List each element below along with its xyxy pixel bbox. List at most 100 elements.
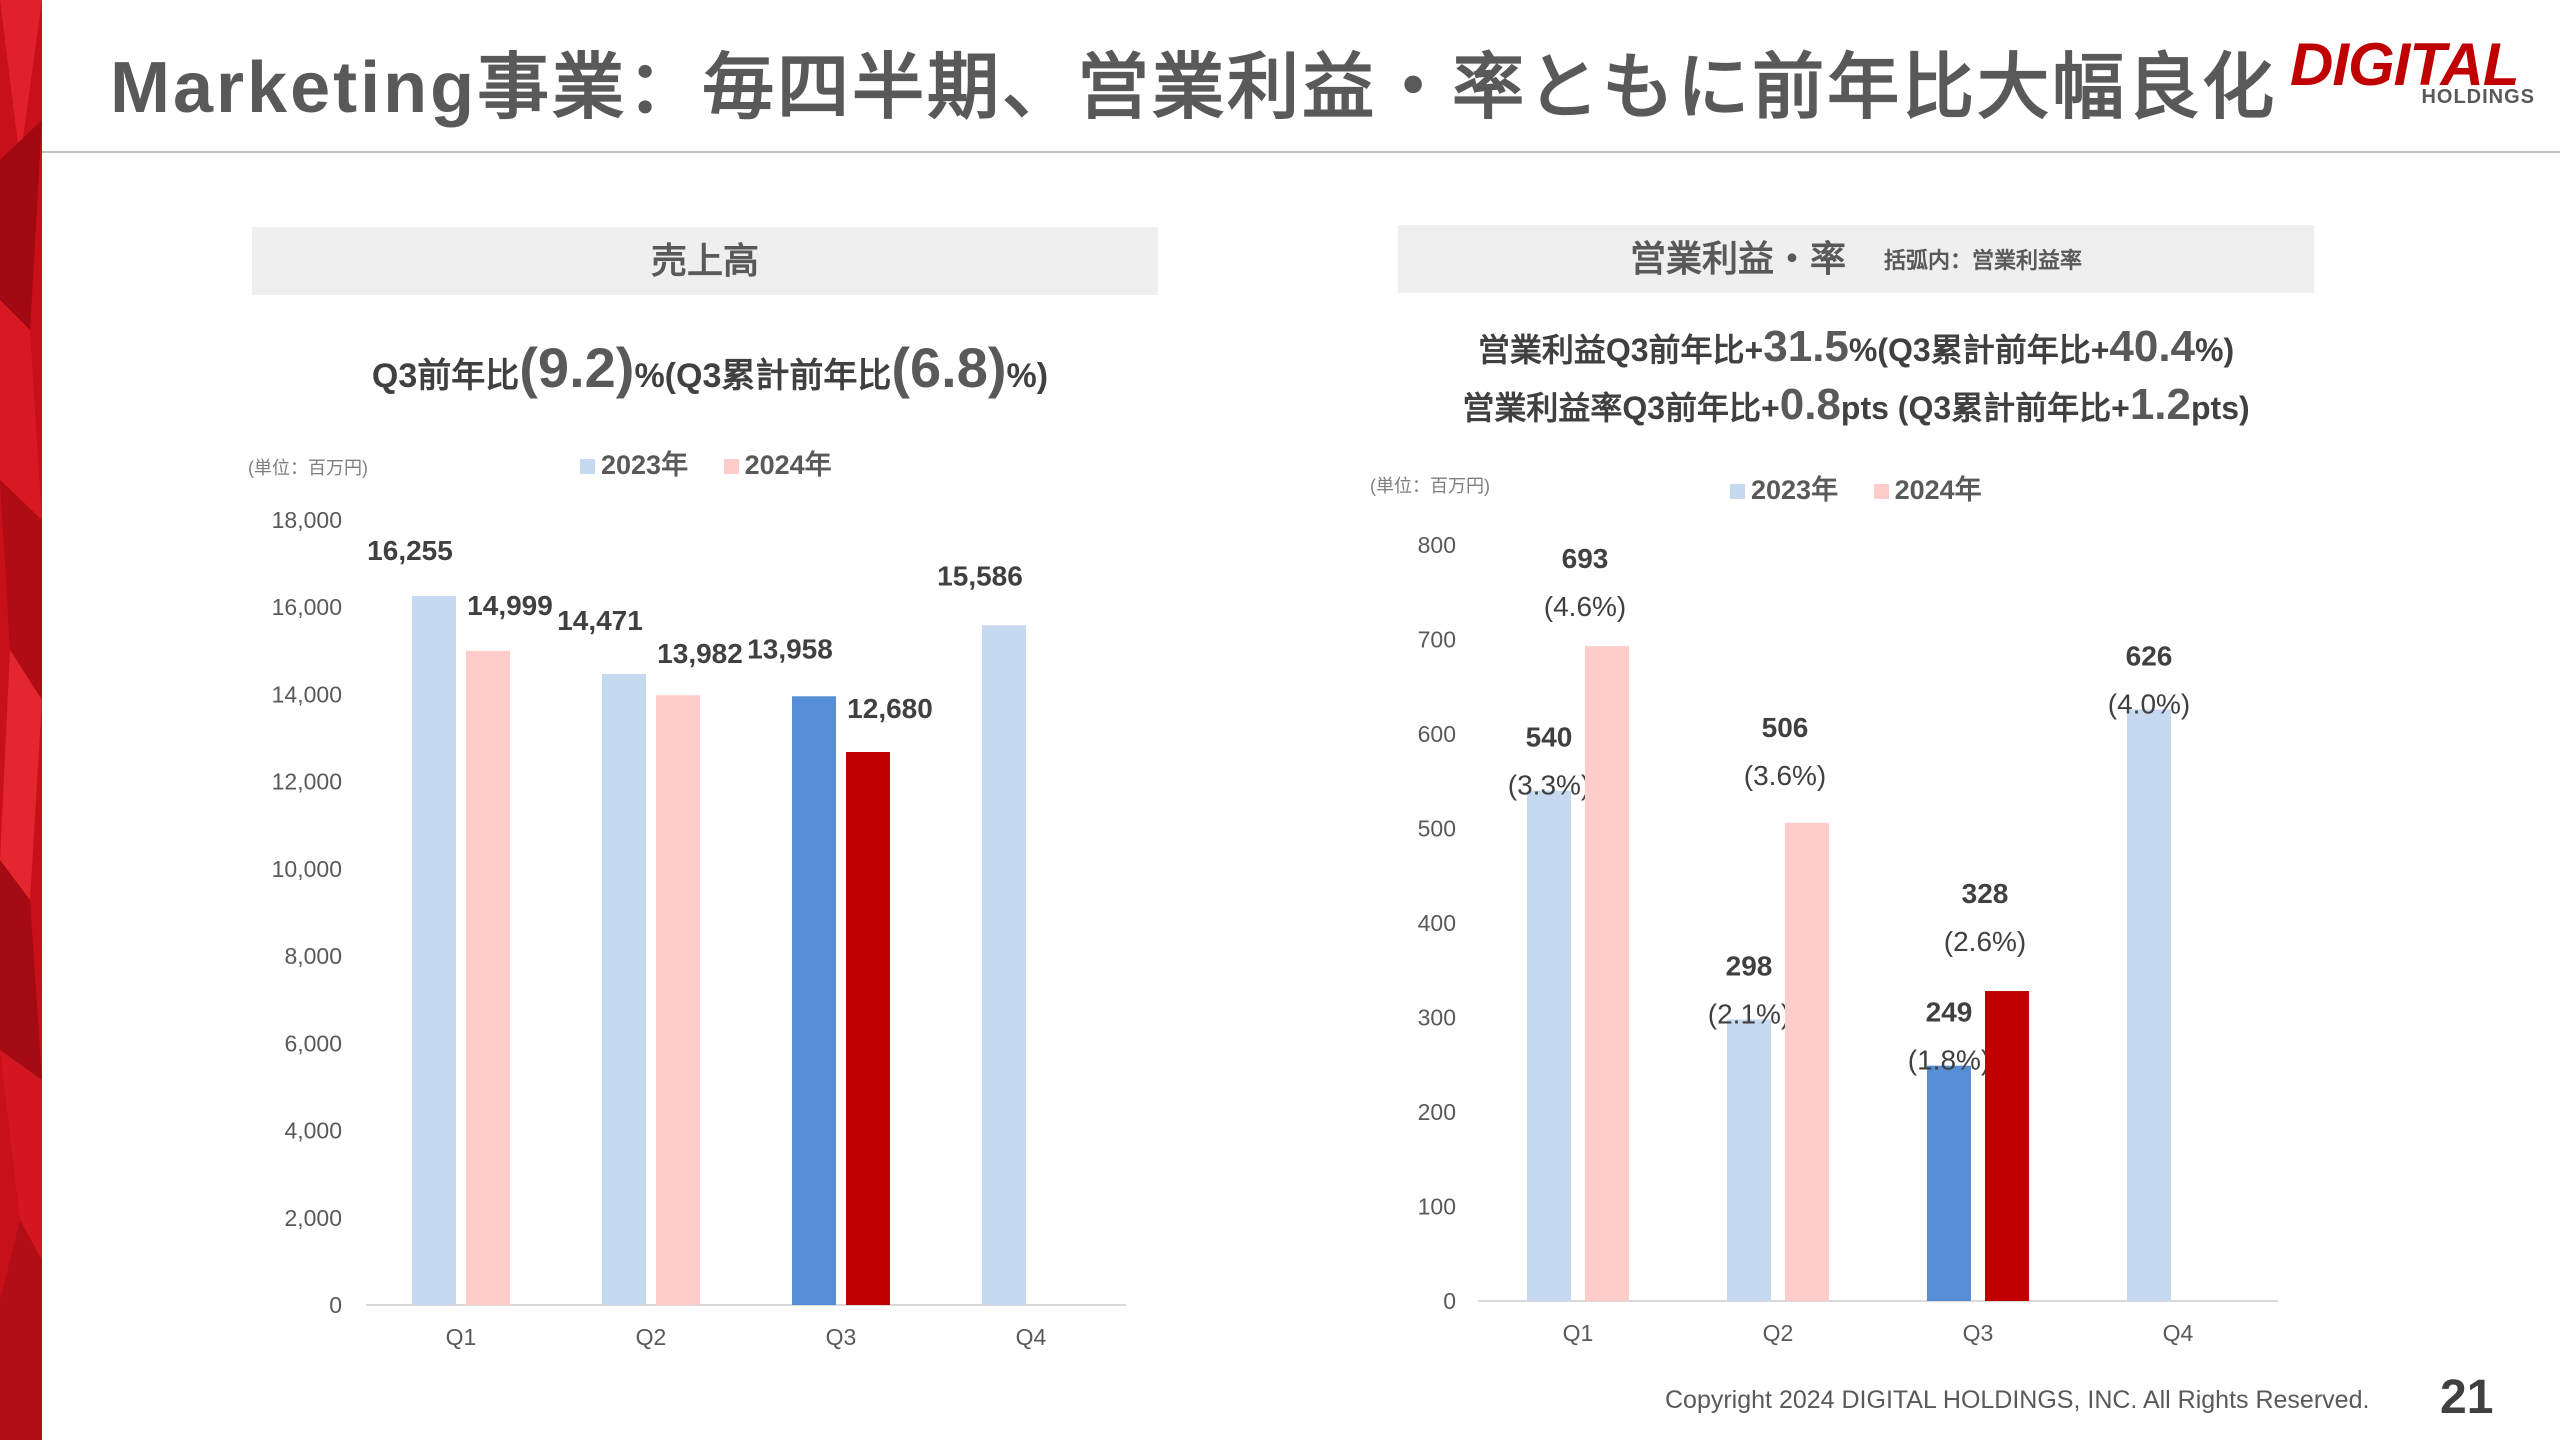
profit-data-label: 328 bbox=[1962, 878, 2009, 909]
profit-y-tick-label: 200 bbox=[1418, 1099, 1456, 1125]
profit-headline-1: 営業利益Q3前年比+31.5%(Q3累計前年比+40.4%) bbox=[1398, 322, 2314, 372]
sales-bar-2024 bbox=[466, 650, 510, 1305]
sales-y-tick-label: 18,000 bbox=[272, 507, 342, 533]
legend-label-2024: 2024年 bbox=[1894, 475, 1982, 505]
legend-item-2023: 2023年 bbox=[1730, 475, 1838, 505]
legend-swatch-2024 bbox=[1873, 484, 1889, 500]
legend-label-2023: 2023年 bbox=[1751, 475, 1839, 505]
sales-bar-2023 bbox=[602, 673, 646, 1305]
profit-y-tick-label: 500 bbox=[1418, 816, 1456, 842]
legend-item-2024: 2024年 bbox=[723, 450, 832, 480]
logo-subtitle: HOLDINGS bbox=[2421, 86, 2535, 108]
sales-panel-header: 売上高 bbox=[252, 227, 1158, 295]
sales-headline-paren: ) bbox=[987, 336, 1007, 399]
profit-rate-label: (3.3%) bbox=[1508, 770, 1590, 801]
sales-panel-title: 売上高 bbox=[650, 240, 759, 281]
profit-data-label: 693 bbox=[1562, 543, 1609, 574]
sales-y-tick-label: 12,000 bbox=[272, 769, 342, 795]
profit-bar-2023 bbox=[2127, 709, 2171, 1301]
sales-data-label: 13,982 bbox=[657, 638, 743, 669]
profit-headline-2: 営業利益率Q3前年比+0.8pts (Q3累計前年比+1.2pts) bbox=[1398, 380, 2314, 430]
legend-label-2023: 2023年 bbox=[601, 450, 689, 480]
profit-panel-note: 括弧内：営業利益率 bbox=[1884, 248, 2083, 274]
legend-item-2023: 2023年 bbox=[580, 450, 688, 480]
profit-bar-2024 bbox=[1785, 822, 1829, 1301]
profit-rate-label: (4.0%) bbox=[2108, 688, 2190, 719]
sales-y-tick-label: 2,000 bbox=[284, 1205, 342, 1231]
profit-data-label: 249 bbox=[1926, 997, 1973, 1028]
sales-bar-2024 bbox=[846, 752, 890, 1305]
profit-headline-part: %) bbox=[2195, 332, 2235, 368]
sales-headline-paren: ( bbox=[519, 336, 538, 399]
sales-data-label: 16,255 bbox=[367, 535, 453, 566]
profit-data-label: 298 bbox=[1726, 950, 1773, 981]
sales-y-tick-label: 0 bbox=[329, 1292, 342, 1318]
legend-swatch-2024 bbox=[723, 459, 739, 475]
profit-y-tick-label: 300 bbox=[1418, 1005, 1456, 1031]
sales-cumulative-yoy-value: 6.8 bbox=[910, 336, 988, 399]
profit-headline-part: 営業利益Q3前年比+ bbox=[1477, 332, 1764, 368]
sales-y-tick-label: 4,000 bbox=[284, 1118, 342, 1144]
profit-panel-title: 営業利益・率 bbox=[1629, 238, 1846, 279]
sales-legend: 2023年 2024年 bbox=[580, 443, 860, 482]
profit-rate-label: (2.6%) bbox=[1944, 926, 2026, 957]
sales-headline-paren: ( bbox=[891, 336, 911, 399]
profit-bar-2023 bbox=[1527, 790, 1571, 1301]
profit-x-tick-label: Q4 bbox=[2163, 1320, 2194, 1346]
profit-legend: 2023年 2024年 bbox=[1730, 468, 2010, 507]
sales-data-label: 14,471 bbox=[557, 605, 643, 636]
page-number: 21 bbox=[2440, 1371, 2494, 1424]
profit-y-tick-label: 800 bbox=[1418, 532, 1456, 558]
copyright-footer: Copyright 2024 DIGITAL HOLDINGS, INC. Al… bbox=[1665, 1386, 2370, 1414]
profit-x-tick-label: Q2 bbox=[1763, 1320, 1794, 1346]
profit-rate-label: (2.1%) bbox=[1708, 998, 1790, 1029]
sales-y-tick-label: 10,000 bbox=[272, 856, 342, 882]
sales-headline-part: %) bbox=[1006, 357, 1049, 395]
sales-x-tick-label: Q4 bbox=[1016, 1324, 1047, 1350]
sales-y-tick-label: 14,000 bbox=[272, 681, 342, 707]
profit-data-label: 506 bbox=[1762, 712, 1809, 743]
logo-wordmark: DIGITAL bbox=[2290, 31, 2520, 98]
legend-item-2024: 2024年 bbox=[1873, 475, 1982, 505]
sales-bar-2023 bbox=[982, 625, 1026, 1305]
title-divider bbox=[42, 151, 2560, 153]
profit-headline-part: %(Q3累計前年比+ bbox=[1848, 332, 2110, 368]
profit-q3-yoy-value: 31.5 bbox=[1763, 322, 1849, 371]
profit-y-tick-label: 600 bbox=[1418, 721, 1456, 747]
margin-headline-part: 営業利益率Q3前年比+ bbox=[1462, 390, 1780, 426]
sales-headline-paren: ) bbox=[615, 336, 635, 399]
margin-headline-part: pts (Q3累計前年比+ bbox=[1840, 390, 2130, 426]
legend-label-2024: 2024年 bbox=[744, 450, 832, 480]
sales-x-tick-label: Q2 bbox=[636, 1324, 667, 1350]
profit-rate-label: (4.6%) bbox=[1544, 591, 1626, 622]
profit-rate-label: (1.8%) bbox=[1908, 1045, 1990, 1076]
sales-data-label: 13,958 bbox=[747, 633, 833, 664]
decorative-red-sidebar bbox=[0, 0, 42, 1440]
sales-x-tick-label: Q3 bbox=[826, 1324, 857, 1350]
profit-rate-label: (3.6%) bbox=[1744, 760, 1826, 791]
sales-data-label: 12,680 bbox=[847, 693, 933, 724]
profit-x-tick-label: Q3 bbox=[1963, 1320, 1994, 1346]
profit-bar-2023 bbox=[1727, 1019, 1771, 1301]
margin-cumulative-yoy-value: 1.2 bbox=[2129, 380, 2191, 429]
sales-bar-2023 bbox=[792, 696, 836, 1305]
sales-bar-2023 bbox=[412, 596, 456, 1305]
profit-x-tick-label: Q1 bbox=[1563, 1320, 1594, 1346]
profit-bar-2024 bbox=[1585, 646, 1629, 1301]
sales-unit-note: (単位：百万円) bbox=[248, 458, 368, 478]
sales-data-label: 14,999 bbox=[467, 590, 553, 621]
profit-y-tick-label: 0 bbox=[1443, 1288, 1456, 1314]
sales-y-tick-label: 16,000 bbox=[272, 594, 342, 620]
sales-headline-part: Q3前年比 bbox=[371, 357, 520, 395]
profit-data-label: 540 bbox=[1526, 722, 1573, 753]
profit-unit-note: (単位：百万円) bbox=[1370, 476, 1490, 496]
sales-x-tick-label: Q1 bbox=[446, 1324, 477, 1350]
sales-y-tick-label: 8,000 bbox=[284, 943, 342, 969]
profit-y-tick-label: 100 bbox=[1418, 1194, 1456, 1220]
profit-data-label: 626 bbox=[2126, 640, 2173, 671]
margin-q3-yoy-value: 0.8 bbox=[1779, 380, 1841, 429]
profit-bar-2024 bbox=[1985, 991, 2029, 1301]
profit-panel-header: 営業利益・率 括弧内：営業利益率 bbox=[1398, 225, 2314, 293]
